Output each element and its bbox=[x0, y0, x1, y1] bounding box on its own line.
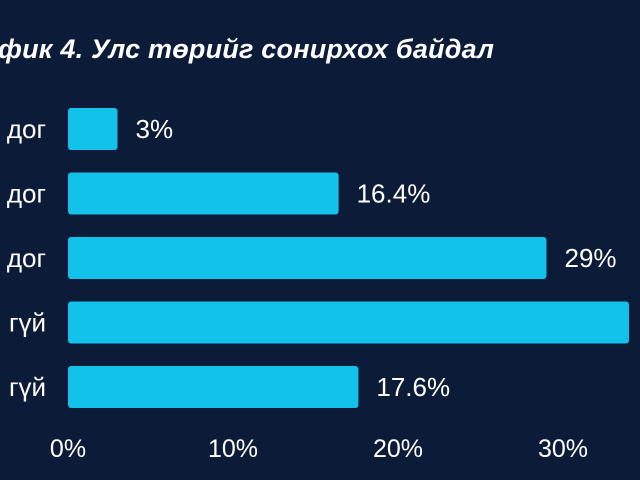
category-label: дог bbox=[7, 179, 46, 209]
bar bbox=[68, 301, 629, 344]
bar bbox=[68, 108, 118, 150]
category-label: дог bbox=[7, 114, 46, 144]
category-label: гүй bbox=[9, 372, 46, 402]
bar bbox=[68, 237, 547, 279]
category-label: дог bbox=[7, 243, 46, 273]
x-tick-label: 30% bbox=[538, 435, 588, 463]
value-label: 16.4% bbox=[357, 179, 431, 209]
bar bbox=[68, 366, 359, 408]
category-label: гүй bbox=[9, 308, 46, 338]
chart-title: фик 4. Улс төрийг сонирхох байдал bbox=[0, 34, 495, 64]
x-tick-label: 10% bbox=[208, 435, 258, 463]
x-tick-label: 20% bbox=[373, 435, 423, 463]
value-label: 29% bbox=[565, 243, 617, 273]
value-label: 17.6% bbox=[376, 372, 450, 402]
x-tick-label: 0% bbox=[50, 435, 86, 463]
value-label: 3% bbox=[136, 114, 174, 144]
bar bbox=[68, 172, 339, 215]
